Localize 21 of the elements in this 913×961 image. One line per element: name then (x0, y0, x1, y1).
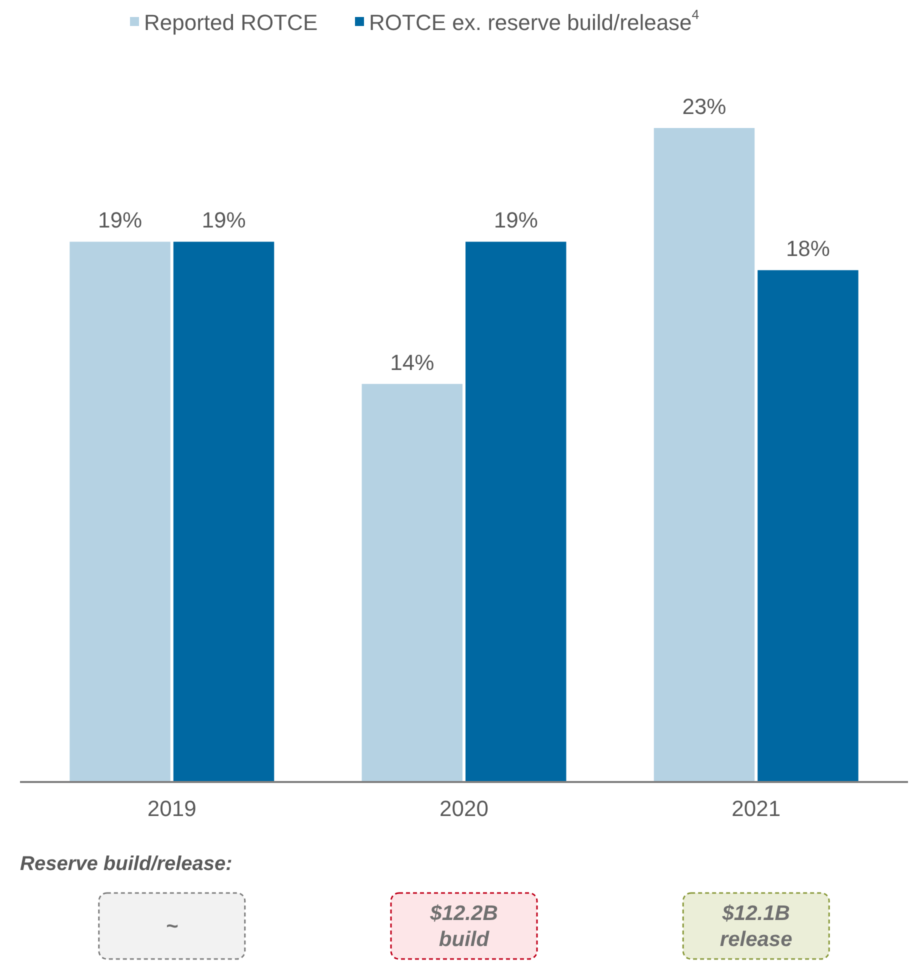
bar (654, 128, 755, 782)
bar (362, 384, 462, 782)
x-tick-label: 2020 (440, 796, 488, 821)
data-label: 19% (494, 208, 538, 233)
data-label: 23% (682, 94, 726, 119)
data-label: 19% (202, 208, 246, 233)
text: Reserve build/release: (20, 853, 232, 875)
legend-label: Reported ROTCE (144, 10, 318, 34)
text: ~ (166, 914, 178, 938)
x-tick-label: 2021 (732, 796, 781, 821)
x-tick-label: 2019 (147, 796, 196, 821)
legend-label: ROTCE ex. reserve build/release$^{4}$ (369, 7, 700, 34)
data-label: 14% (390, 350, 434, 375)
data-label: 18% (786, 236, 830, 262)
bar (758, 270, 858, 782)
bar (466, 242, 566, 782)
data-label: 19% (98, 208, 142, 233)
bar (70, 242, 170, 782)
text: $12.1B release (720, 902, 793, 950)
bar (173, 242, 274, 782)
text: $12.2B build (429, 902, 498, 950)
